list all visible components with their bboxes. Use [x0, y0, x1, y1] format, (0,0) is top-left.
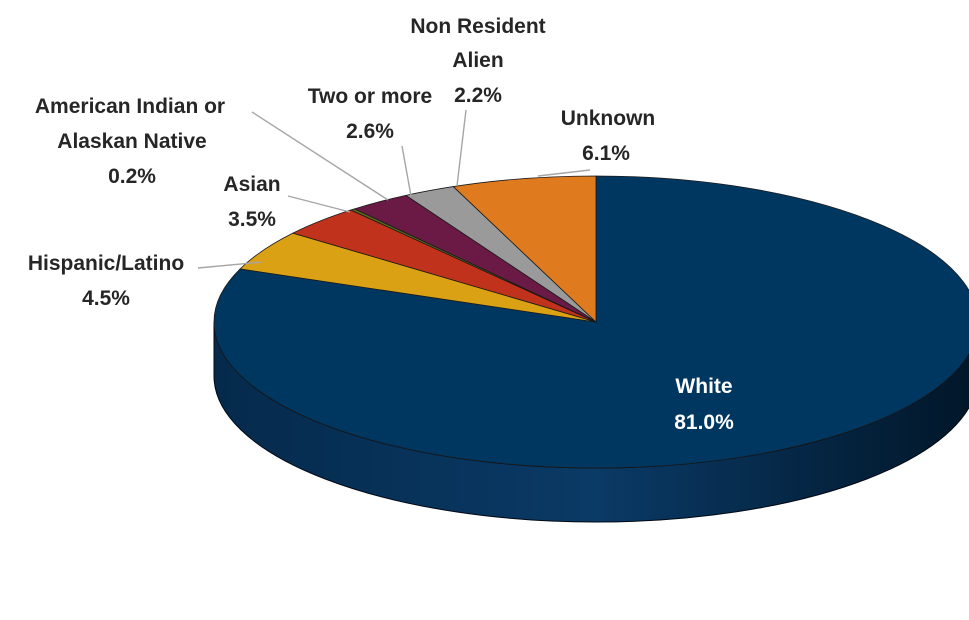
- data-label-name-non-resident-alien: Alien: [452, 49, 503, 72]
- data-label-name-non-resident-alien: Non Resident: [410, 15, 545, 38]
- pie-slice-white: [213, 175, 969, 469]
- data-label-value-hispanic-latino: 4.5%: [82, 287, 130, 310]
- leader-lines: [197, 109, 591, 269]
- data-label-value-two-or-more: 2.6%: [346, 120, 394, 143]
- data-label-name-asian: Asian: [223, 173, 280, 196]
- data-label-name-hispanic-latino: Hispanic/Latino: [28, 252, 184, 275]
- leader-line-two-or-more: [401, 145, 412, 197]
- data-label-value-white: 81.0%: [674, 411, 734, 434]
- data-label-value-american-indian-or-alaskan-native: 0.2%: [108, 165, 156, 188]
- data-label-name-american-indian-or-alaskan-native: American Indian or: [35, 95, 225, 118]
- data-label-value-asian: 3.5%: [228, 208, 276, 231]
- leader-line-hispanic-latino: [197, 261, 263, 269]
- data-label-name-american-indian-or-alaskan-native: Alaskan Native: [57, 130, 206, 153]
- leader-line-asian: [287, 195, 351, 213]
- data-label-name-unknown: Unknown: [561, 107, 656, 130]
- data-label-name-white: White: [675, 375, 732, 398]
- leader-line-unknown: [537, 169, 591, 177]
- data-label-name-two-or-more: Two or more: [308, 85, 432, 108]
- leader-line-non-resident-alien: [456, 109, 467, 187]
- data-label-value-unknown: 6.1%: [582, 142, 630, 165]
- data-label-value-non-resident-alien: 2.2%: [454, 84, 502, 107]
- pie-slice-unknown: [452, 175, 597, 323]
- data-labels: White 81.0% Hispanic/Latino 4.5% Asian 3.5% Am…: [28, 15, 734, 434]
- leader-line-american-indian-or-alaskan-native: [251, 111, 389, 201]
- pie-top-layer: [213, 175, 969, 469]
